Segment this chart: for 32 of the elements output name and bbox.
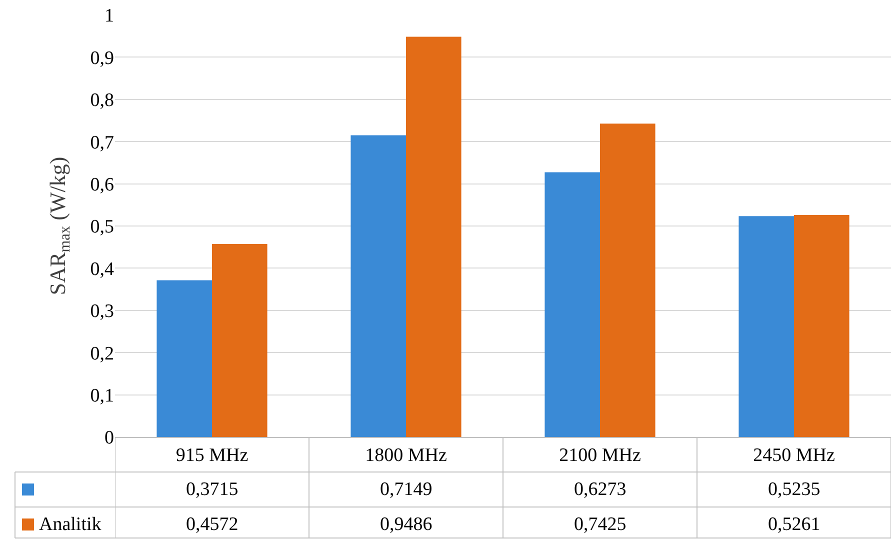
x-tick-label: 2100 MHz bbox=[559, 444, 641, 466]
x-tick-label: 1800 MHz bbox=[365, 444, 447, 466]
bar bbox=[794, 214, 850, 437]
bar bbox=[156, 280, 212, 437]
y-tick-label: 0,7 bbox=[90, 132, 114, 154]
bar bbox=[212, 244, 268, 437]
bar bbox=[406, 36, 462, 437]
y-tick-label: 0,4 bbox=[90, 258, 114, 280]
data-label: 0,5261 bbox=[768, 514, 820, 535]
data-label: 0,5235 bbox=[768, 479, 820, 500]
y-tick-label: 0,1 bbox=[90, 385, 114, 406]
data-label: 0,4572 bbox=[186, 514, 238, 535]
data-label: 0,7149 bbox=[380, 479, 432, 500]
y-tick-label: 0 bbox=[104, 428, 114, 449]
y-tick-label: 0,3 bbox=[90, 301, 114, 322]
legend-label: Analitik bbox=[39, 514, 102, 535]
y-tick-label: 0,9 bbox=[90, 48, 114, 69]
y-tick-label: 0,8 bbox=[90, 90, 114, 112]
y-tick-label: 1 bbox=[104, 6, 114, 27]
x-tick-label: 915 MHz bbox=[176, 444, 248, 466]
data-label: 0,9486 bbox=[380, 514, 432, 535]
data-label: 0,7425 bbox=[574, 514, 626, 535]
bar bbox=[738, 216, 794, 437]
bar bbox=[350, 135, 406, 437]
y-tick-label: 0,2 bbox=[90, 343, 114, 364]
bar bbox=[600, 124, 656, 437]
data-label: 0,3715 bbox=[186, 479, 238, 500]
data-label: 0,6273 bbox=[574, 479, 626, 500]
x-tick-label: 2450 MHz bbox=[753, 444, 835, 466]
y-tick-label: 0,6 bbox=[90, 174, 114, 196]
bar bbox=[544, 172, 600, 437]
y-tick-label: 0,5 bbox=[90, 216, 114, 238]
